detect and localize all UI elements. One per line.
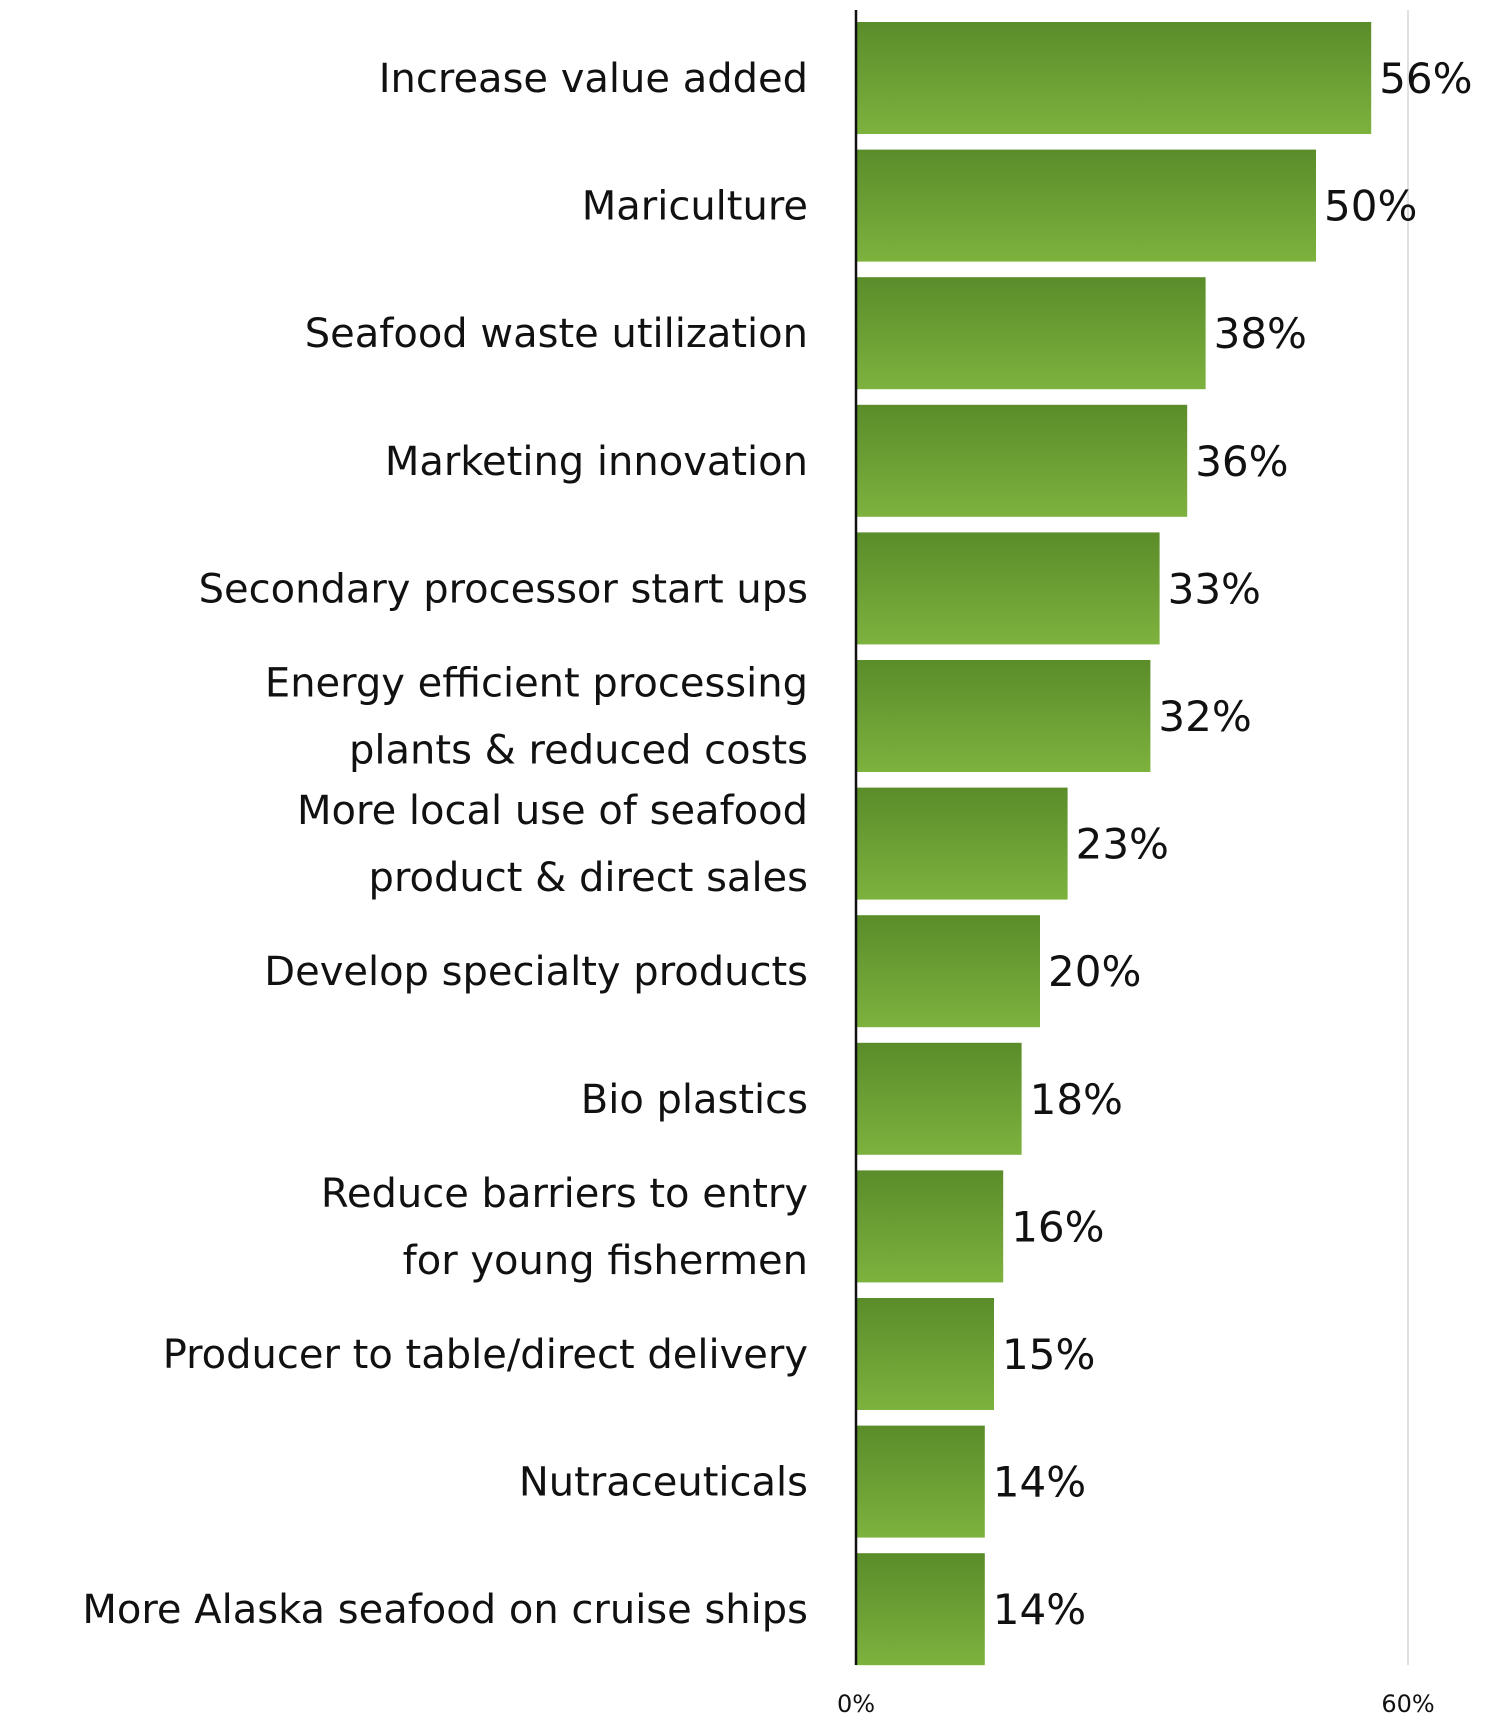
- value-label-6: 23%: [1076, 820, 1169, 869]
- bar-0: [856, 22, 1372, 134]
- category-label-6-line-0: More local use of seafood: [297, 788, 808, 834]
- value-label-12: 14%: [993, 1585, 1086, 1634]
- bar-7: [856, 915, 1040, 1028]
- value-label-5: 32%: [1158, 692, 1251, 741]
- category-label-3-line-0: Marketing innovation: [385, 439, 808, 485]
- category-label-7-line-0: Develop specialty products: [264, 949, 808, 995]
- bar-1: [856, 149, 1316, 262]
- category-label-6: More local use of seafood product & direc…: [297, 788, 808, 901]
- value-label-8: 18%: [1030, 1075, 1123, 1124]
- value-label-10: 15%: [1002, 1330, 1095, 1379]
- bar-5: [856, 660, 1151, 772]
- x-tick-label-0: 0%: [837, 1690, 875, 1717]
- axis: 0% 60%: [837, 10, 1435, 1717]
- category-label-6-line-1: product & direct sales: [369, 855, 808, 901]
- category-label-10: Producer to table/direct delivery: [163, 1332, 808, 1378]
- bar-12: [856, 1553, 985, 1666]
- value-labels: 56% 50% 38% 36% 33% 32% 23% 20% 18% 16% 15% 14% 14%: [993, 54, 1473, 1634]
- value-label-0: 56%: [1379, 54, 1472, 103]
- category-label-10-line-0: Producer to table/direct delivery: [163, 1332, 808, 1378]
- bars: [856, 22, 1372, 1666]
- category-label-1-line-0: Mariculture: [582, 184, 808, 230]
- category-labels: Increase value added Mariculture Seafood w…: [82, 56, 808, 1633]
- bar-6: [856, 787, 1068, 900]
- category-label-11-line-0: Nutraceuticals: [519, 1460, 808, 1506]
- category-label-8-line-0: Bio plastics: [581, 1077, 808, 1123]
- value-label-9: 16%: [1011, 1202, 1104, 1251]
- bar-2: [856, 277, 1206, 390]
- bar-4: [856, 532, 1160, 645]
- category-label-7: Develop specialty products: [264, 949, 808, 995]
- category-label-0: Increase value added: [379, 56, 808, 102]
- category-label-2: Seafood waste utilization: [305, 311, 808, 357]
- category-label-11: Nutraceuticals: [519, 1460, 808, 1506]
- category-label-9-line-1: for young fishermen: [403, 1238, 808, 1284]
- category-label-9-line-0: Reduce barriers to entry: [321, 1171, 808, 1217]
- value-label-3: 36%: [1195, 437, 1288, 486]
- value-label-4: 33%: [1168, 564, 1261, 613]
- category-label-8: Bio plastics: [581, 1077, 808, 1123]
- category-label-1: Mariculture: [582, 184, 808, 230]
- category-label-12-line-0: More Alaska seafood on cruise ships: [82, 1587, 808, 1633]
- category-label-3: Marketing innovation: [385, 439, 808, 485]
- bar-10: [856, 1298, 994, 1410]
- category-label-4: Secondary processor start ups: [199, 566, 808, 612]
- category-label-9: Reduce barriers to entry for young fisher…: [321, 1171, 808, 1284]
- bar-9: [856, 1170, 1004, 1283]
- bar-8: [856, 1042, 1022, 1155]
- category-label-5-line-1: plants & reduced costs: [349, 728, 808, 774]
- category-label-0-line-0: Increase value added: [379, 56, 808, 102]
- x-tick-label-1: 60%: [1381, 1690, 1434, 1717]
- bar-3: [856, 404, 1188, 517]
- value-label-2: 38%: [1214, 309, 1307, 358]
- value-label-11: 14%: [993, 1458, 1086, 1507]
- value-label-7: 20%: [1048, 947, 1141, 996]
- bar-11: [856, 1425, 985, 1538]
- category-label-5: Energy efficient processing plants & redu…: [265, 661, 808, 774]
- value-label-1: 50%: [1324, 182, 1417, 231]
- category-label-4-line-0: Secondary processor start ups: [199, 566, 808, 612]
- category-label-2-line-0: Seafood waste utilization: [305, 311, 808, 357]
- category-label-5-line-0: Energy efficient processing: [265, 661, 808, 707]
- category-label-12: More Alaska seafood on cruise ships: [82, 1587, 808, 1633]
